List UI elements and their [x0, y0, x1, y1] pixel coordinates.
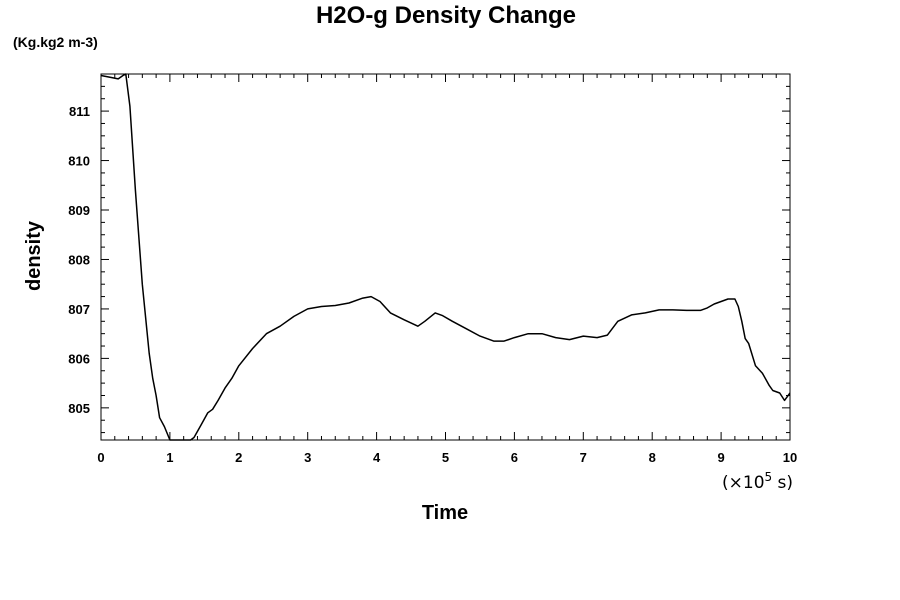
- y-tick-label: 806: [68, 351, 90, 366]
- y-tick-label: 807: [68, 302, 90, 317]
- y-unit-label: (Kg.kg2 m-3): [13, 34, 98, 50]
- y-tick-label: 810: [68, 154, 90, 169]
- x-tick-label: 9: [717, 450, 724, 465]
- x-tick-label: 2: [235, 450, 242, 465]
- x-axis-label: Time: [422, 502, 468, 524]
- y-axis-label: density: [23, 220, 45, 291]
- y-tick-label: 808: [68, 252, 90, 267]
- y-tick-labels: 805 806 807 808 809 810 811: [68, 104, 90, 416]
- x-tick-label: 3: [304, 450, 311, 465]
- y-tick-label: 811: [69, 104, 90, 119]
- y-tick-label: 809: [68, 203, 90, 218]
- x-tick-label: 0: [97, 450, 104, 465]
- x-tick-labels: 0 1 2 3 4 5 6 7 8 9 10: [97, 450, 797, 465]
- density-series-line: [100, 73, 791, 441]
- x-tick-label: 5: [442, 450, 449, 465]
- y-tick-label: 805: [68, 401, 90, 416]
- x-tick-label: 10: [783, 450, 797, 465]
- x-tick-label: 8: [649, 450, 656, 465]
- axis-ticks: [100, 73, 791, 440]
- x-tick-label: 6: [511, 450, 518, 465]
- x-tick-label: 7: [580, 450, 587, 465]
- x-tick-label: 1: [166, 450, 173, 465]
- x-tick-label: 4: [373, 450, 381, 465]
- x-axis-multiplier: (×105 s): [722, 470, 793, 493]
- chart-title: H2O-g Density Change: [316, 2, 576, 29]
- plot-area: [100, 73, 791, 441]
